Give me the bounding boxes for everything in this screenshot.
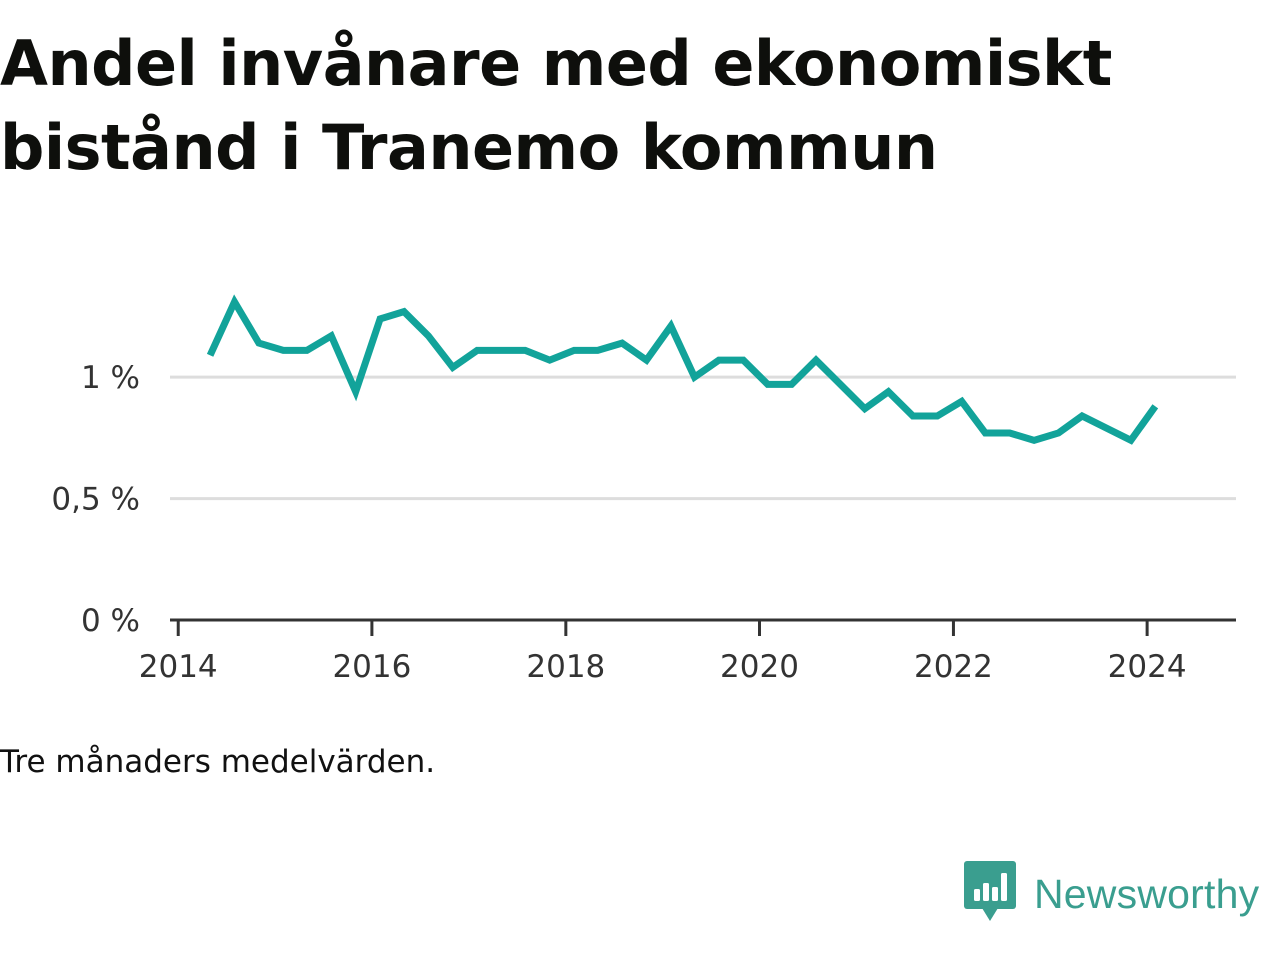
chart-note: Tre månaders medelvärden. — [0, 744, 436, 780]
grid-layer — [170, 375, 1236, 501]
x-ticks: 2014 2016 2018 2020 2022 2024 — [139, 620, 1187, 685]
x-tick-label: 2020 — [720, 649, 799, 685]
x-tick-label: 2018 — [526, 649, 605, 685]
series-line — [206, 294, 1159, 445]
brand-logo[interactable]: Newsworthy — [964, 861, 1260, 927]
series-layer — [206, 294, 1159, 445]
brand-name: Newsworthy — [1034, 870, 1260, 917]
line-chart: 0 % 0,5 % 1 % 2014 2016 2018 2020 2022 2024 — [51, 294, 1236, 685]
y-tick-label: 0,5 % — [51, 482, 140, 518]
x-tick-label: 2016 — [332, 649, 411, 685]
x-tick-label: 2022 — [914, 649, 993, 685]
y-tick-labels: 0 % 0,5 % 1 % — [51, 360, 140, 639]
y-tick-label: 1 % — [81, 360, 140, 396]
newsworthy-chart-bubble-icon — [964, 861, 1016, 927]
x-tick-label: 2014 — [139, 649, 218, 685]
chart-title: Andel invånare med ekonomiskt bistånd i … — [0, 27, 1112, 184]
x-tick-label: 2024 — [1108, 649, 1187, 685]
y-tick-label: 0 % — [81, 603, 140, 639]
